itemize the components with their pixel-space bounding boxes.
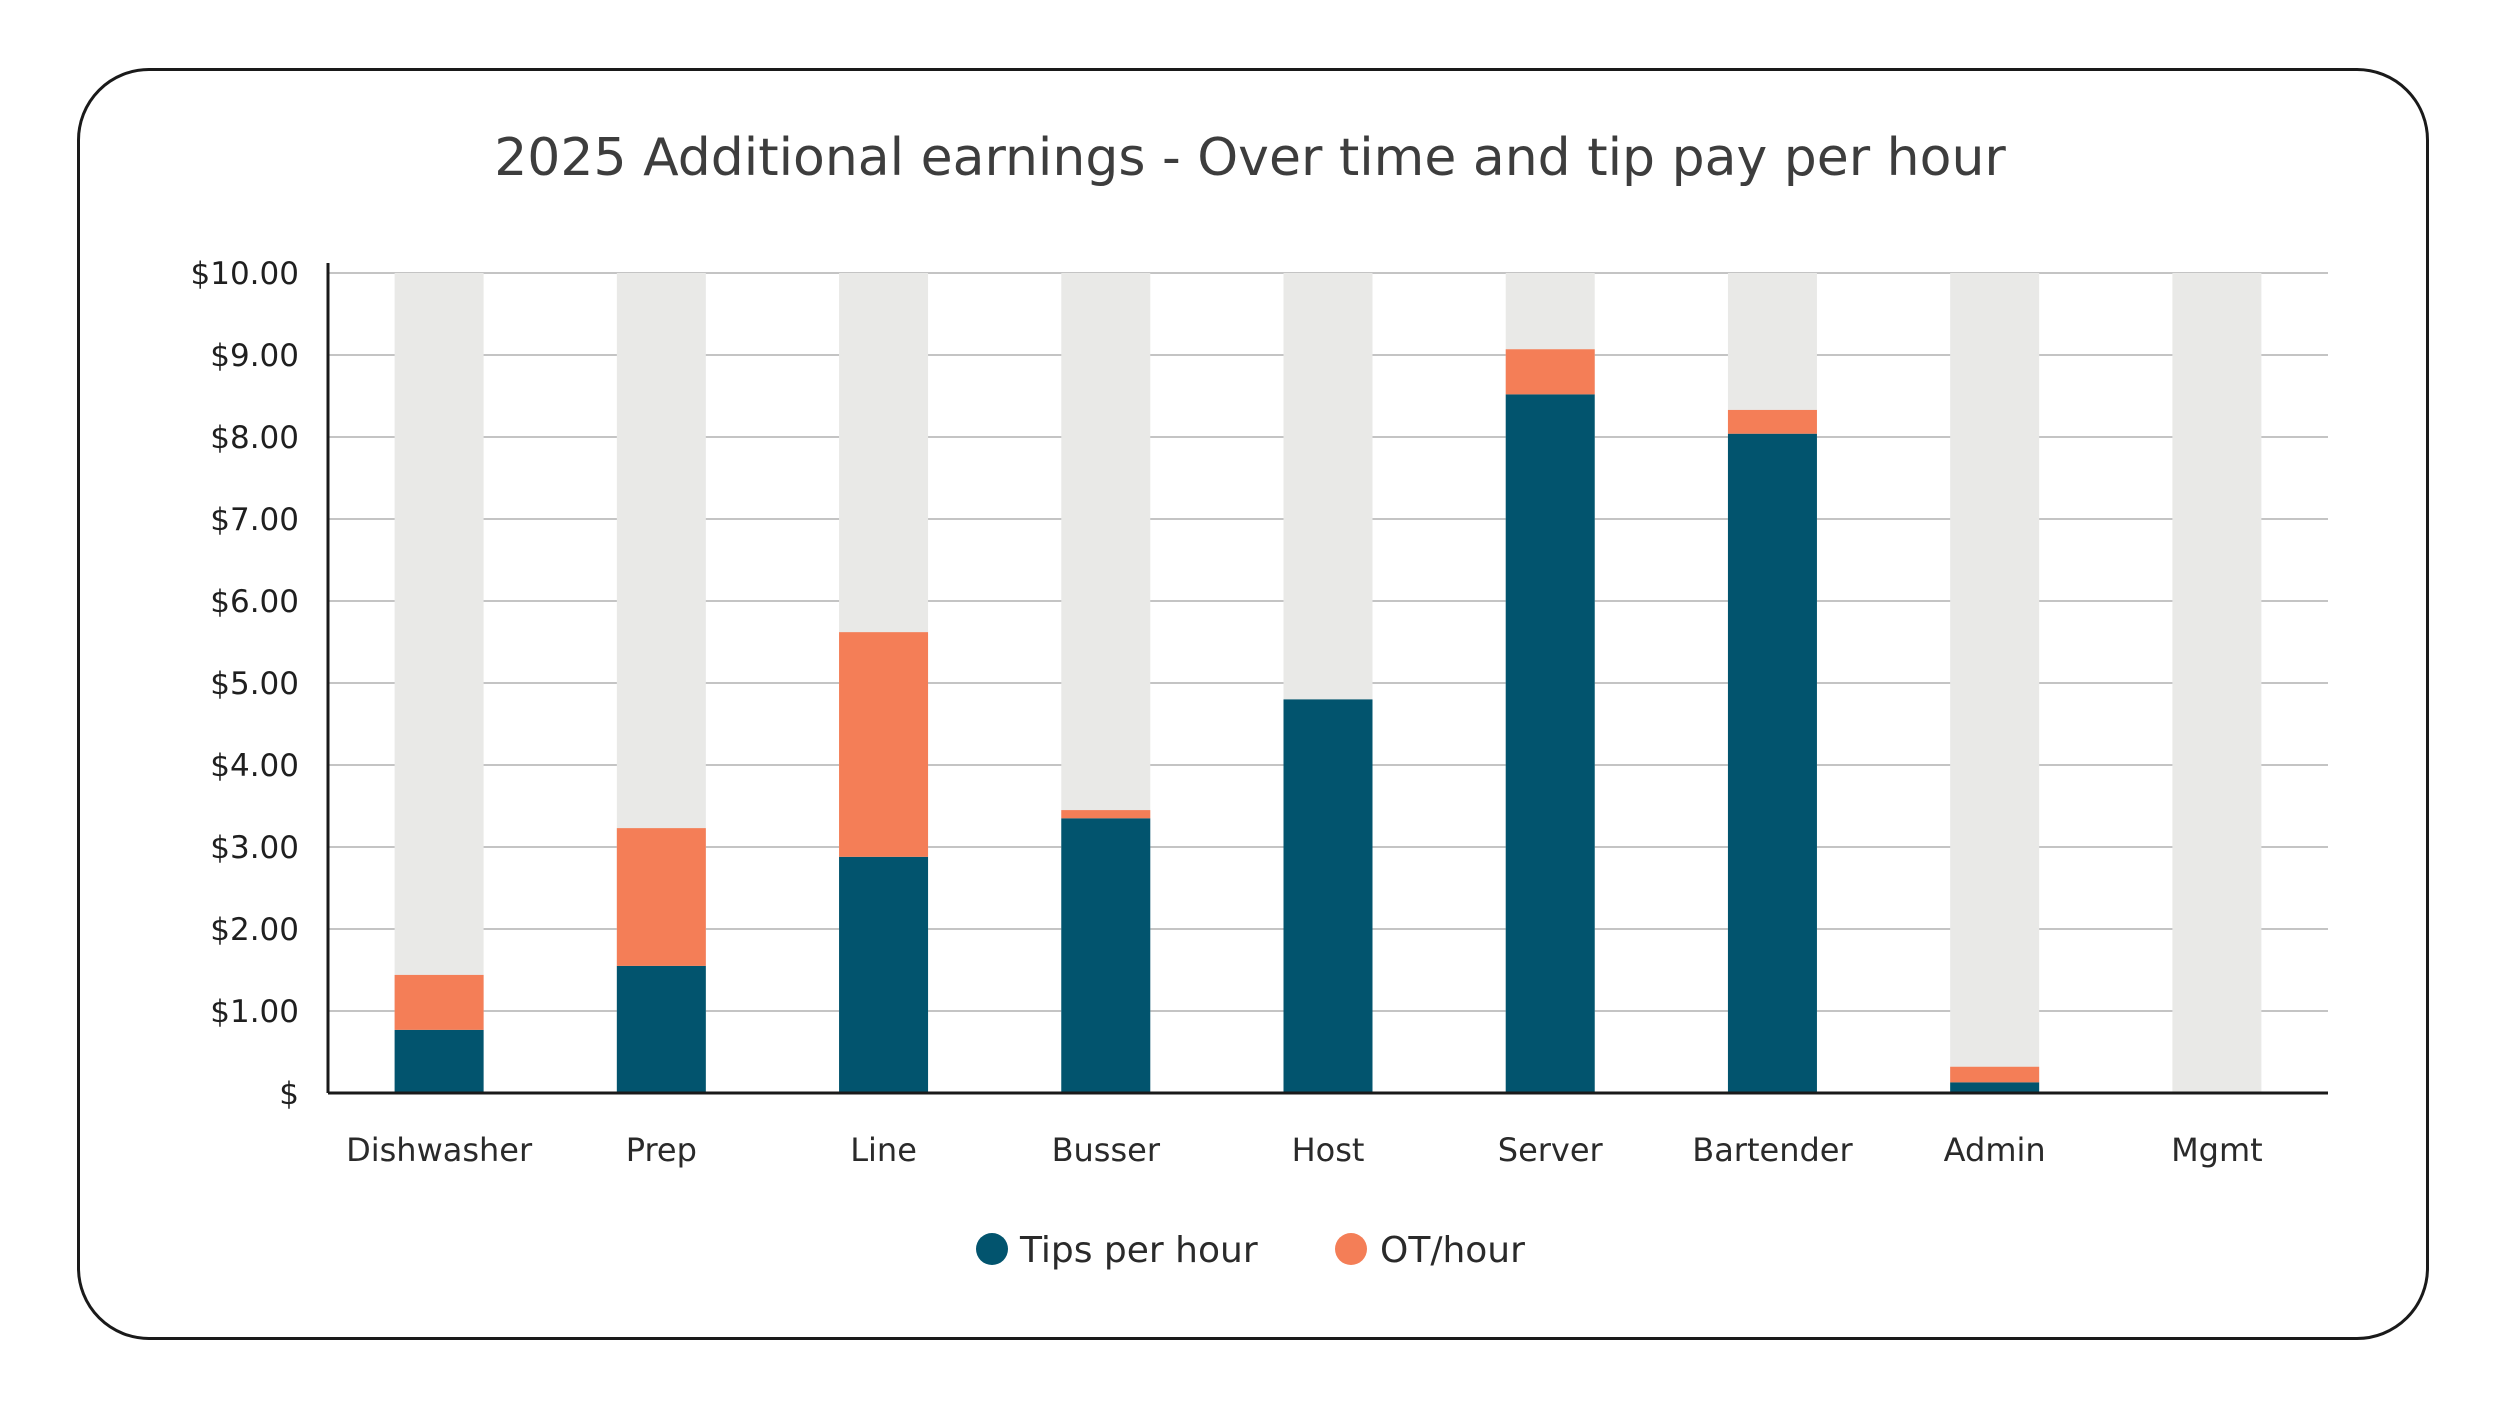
bar-segment xyxy=(839,856,929,1093)
axes xyxy=(326,263,2328,1095)
bar-segment xyxy=(1950,1082,2040,1093)
bar-segment xyxy=(394,974,484,1030)
y-tick-label: $4.00 xyxy=(210,748,299,784)
bar-segment xyxy=(616,828,706,966)
bar-segment xyxy=(1283,699,1373,1093)
x-tick-label: Mgmt xyxy=(2171,1131,2263,1169)
y-tick-label: $9.00 xyxy=(210,338,299,374)
bar-segment xyxy=(394,1029,484,1093)
x-tick-label: Prep xyxy=(626,1131,697,1169)
y-tick-label: $5.00 xyxy=(210,666,299,702)
y-tick-label: $7.00 xyxy=(210,502,299,538)
legend-label: OT/hour xyxy=(1380,1230,1525,1271)
background-bar xyxy=(2172,273,2262,1093)
x-tick-label: Line xyxy=(850,1131,917,1169)
background-bar xyxy=(394,273,484,1093)
bar-segment xyxy=(1727,409,1817,434)
legend-marker xyxy=(976,1233,1008,1265)
y-tick-label: $10.00 xyxy=(191,256,299,292)
x-tick-label: Busser xyxy=(1052,1131,1161,1169)
legend-marker xyxy=(1335,1233,1367,1265)
y-tick-label: $1.00 xyxy=(210,994,299,1030)
y-tick-labels: $ $1.00 $2.00 $3.00 $4.00 $5.00 $6.00 $7.00 $8.0… xyxy=(191,256,299,1112)
bar-segment xyxy=(1505,394,1595,1093)
x-tick-label: Server xyxy=(1498,1131,1604,1169)
legend-label: Tips per hour xyxy=(1019,1230,1258,1271)
x-tick-labels: Dishwasher Prep Line Busser Host Server Barten… xyxy=(346,1131,2263,1169)
background-bar xyxy=(1950,273,2040,1093)
y-tick-label: $8.00 xyxy=(210,420,299,456)
x-tick-label: Bartender xyxy=(1692,1131,1853,1169)
y-tick-label: $ xyxy=(279,1076,299,1112)
bar-segment xyxy=(1061,810,1151,819)
x-tick-label: Admin xyxy=(1944,1131,2046,1169)
x-tick-label: Dishwasher xyxy=(346,1131,533,1169)
bar-segment xyxy=(1950,1066,2040,1083)
bar-segment xyxy=(1727,433,1817,1094)
bar-segment xyxy=(839,632,929,857)
y-tick-label: $3.00 xyxy=(210,830,299,866)
x-tick-label: Host xyxy=(1292,1131,1365,1169)
y-tick-label: $6.00 xyxy=(210,584,299,620)
legend: Tips per hour OT/hour xyxy=(976,1230,1525,1271)
bar-segment xyxy=(1061,818,1151,1093)
bar-segment xyxy=(1505,349,1595,395)
data-bars xyxy=(394,349,2040,1094)
bar-segment xyxy=(616,965,706,1093)
y-tick-label: $2.00 xyxy=(210,912,299,948)
chart-title: 2025 Additional earnings - Over time and… xyxy=(494,128,2006,188)
